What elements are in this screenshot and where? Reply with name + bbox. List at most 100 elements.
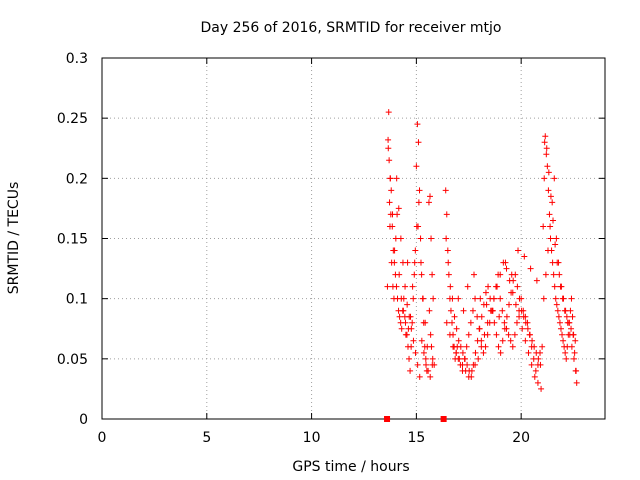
data-point <box>402 319 409 326</box>
data-point <box>389 211 396 218</box>
data-point <box>527 265 534 272</box>
data-point <box>484 319 491 326</box>
data-point <box>490 295 497 302</box>
data-point <box>497 271 504 278</box>
data-point <box>491 319 498 326</box>
data-point <box>425 367 432 374</box>
data-point <box>384 283 391 290</box>
data-point <box>406 355 413 362</box>
data-point <box>529 337 536 344</box>
data-point <box>467 319 474 326</box>
data-point <box>503 265 510 272</box>
data-point <box>422 319 429 326</box>
data-point <box>403 331 410 338</box>
data-point <box>416 187 423 194</box>
data-point <box>402 283 409 290</box>
data-point <box>538 385 545 392</box>
data-point <box>502 259 509 266</box>
data-point <box>495 343 502 350</box>
data-point <box>539 343 546 350</box>
data-point <box>512 301 519 308</box>
data-point <box>457 343 464 350</box>
data-point <box>568 343 575 350</box>
y-tick-label: 0.3 <box>66 51 88 67</box>
data-point <box>515 247 522 254</box>
data-point <box>478 343 485 350</box>
data-point <box>544 247 551 254</box>
data-point <box>472 295 479 302</box>
data-point <box>552 241 559 248</box>
data-point <box>547 223 554 230</box>
data-point <box>417 235 424 242</box>
data-point <box>410 295 417 302</box>
data-point <box>545 169 552 176</box>
data-point <box>429 361 436 368</box>
data-point <box>543 151 550 158</box>
data-point <box>404 301 411 308</box>
data-point <box>547 193 554 200</box>
data-point <box>413 163 420 170</box>
data-point <box>398 325 405 332</box>
data-point <box>463 343 470 350</box>
data-point <box>550 217 557 224</box>
data-point <box>561 307 568 314</box>
data-point <box>415 199 422 206</box>
data-point <box>459 361 466 368</box>
data-point <box>455 337 462 344</box>
data-point <box>416 373 423 380</box>
data-point <box>531 373 538 380</box>
data-point <box>418 271 425 278</box>
data-point <box>573 367 580 374</box>
data-point <box>501 319 508 326</box>
data-point <box>409 283 416 290</box>
data-points <box>384 109 580 392</box>
data-point <box>542 271 549 278</box>
data-point <box>514 283 521 290</box>
data-point <box>453 325 460 332</box>
data-point <box>493 331 500 338</box>
x-tick-label: 10 <box>303 430 321 446</box>
data-point <box>420 349 427 356</box>
data-point <box>481 331 488 338</box>
data-point <box>553 301 560 308</box>
data-point <box>453 349 460 356</box>
data-point <box>449 319 456 326</box>
data-point <box>535 355 542 362</box>
data-point <box>472 361 479 368</box>
data-point <box>562 349 569 356</box>
data-point <box>507 337 514 344</box>
data-point <box>462 367 469 374</box>
data-point <box>524 325 531 332</box>
data-point <box>509 343 516 350</box>
data-point <box>443 235 450 242</box>
data-point <box>476 325 483 332</box>
zero-marker <box>440 416 447 422</box>
y-tick-label: 0.25 <box>57 111 88 127</box>
x-tick-label: 0 <box>98 430 107 446</box>
data-point <box>450 343 457 350</box>
data-point <box>541 175 548 182</box>
data-point <box>563 313 570 320</box>
data-point <box>554 307 561 314</box>
data-point <box>537 361 544 368</box>
data-point <box>406 313 413 320</box>
data-point <box>390 295 397 302</box>
data-point <box>404 259 411 266</box>
y-tick-label: 0.15 <box>57 232 88 248</box>
data-point <box>522 337 529 344</box>
data-point <box>398 295 405 302</box>
data-point <box>459 349 466 356</box>
data-point <box>428 235 435 242</box>
data-point <box>518 307 525 314</box>
data-point <box>412 349 419 356</box>
data-point <box>526 331 533 338</box>
data-point <box>480 349 487 356</box>
data-point <box>474 337 481 344</box>
data-point <box>397 235 404 242</box>
axis-ticks: 0 0.05 0.1 0.15 0.2 0.25 0.3 0 5 10 15 20 <box>57 51 605 446</box>
data-point <box>460 307 467 314</box>
data-point <box>426 307 433 314</box>
data-point <box>411 271 418 278</box>
data-point <box>533 349 540 356</box>
data-point <box>557 325 564 332</box>
